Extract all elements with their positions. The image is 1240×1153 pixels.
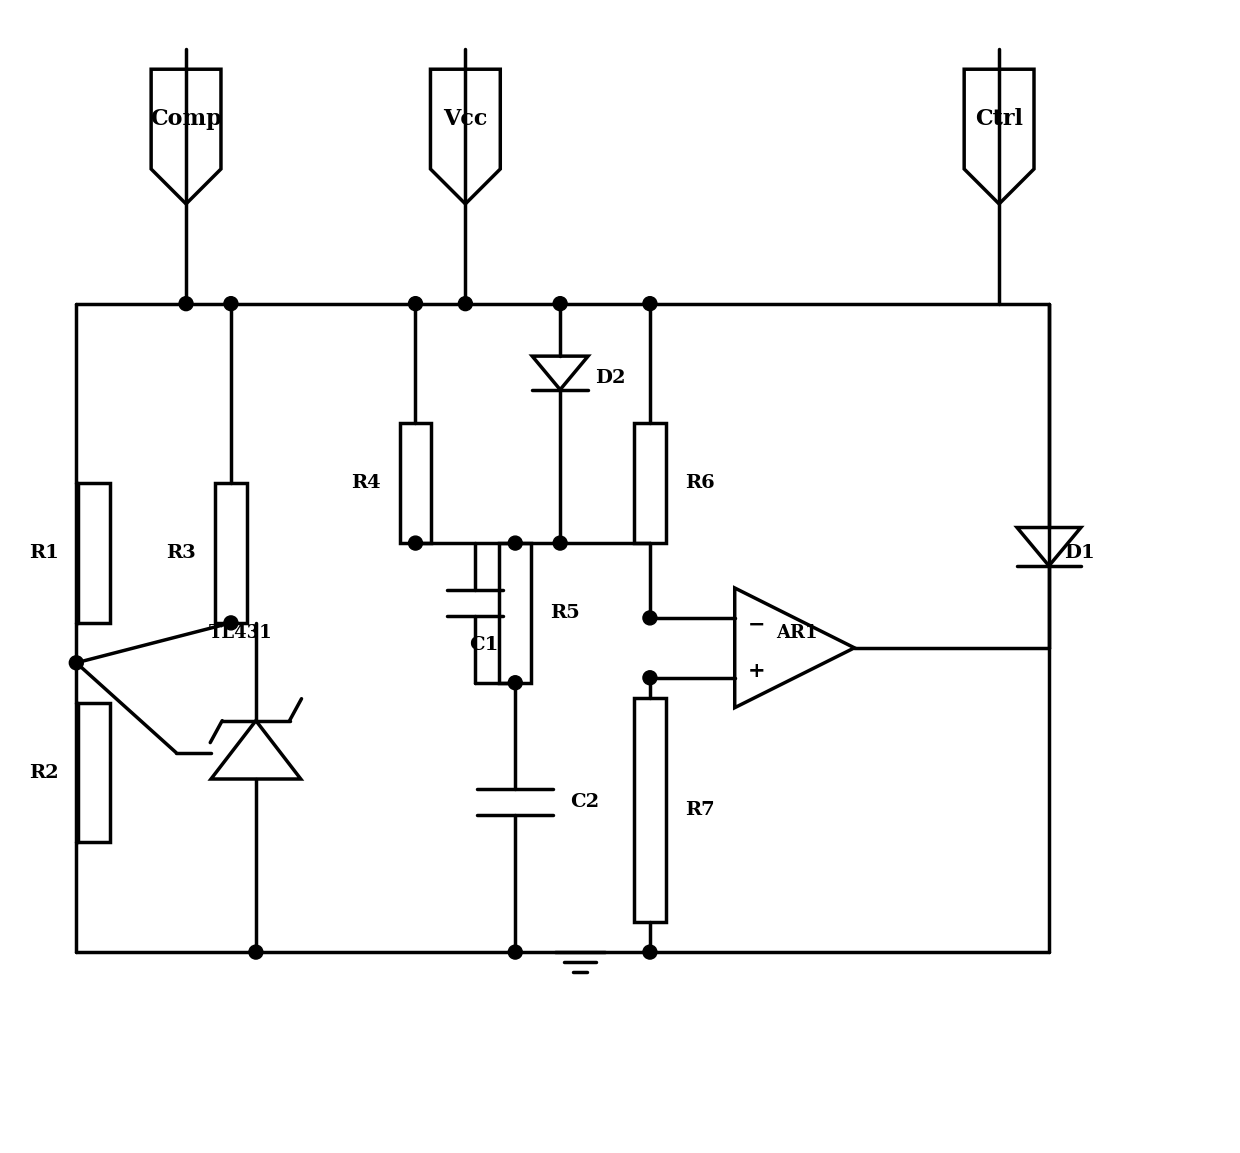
- Text: C2: C2: [570, 793, 599, 812]
- Text: C1: C1: [469, 635, 498, 654]
- Bar: [399, 423, 432, 543]
- Circle shape: [508, 945, 522, 959]
- Circle shape: [553, 536, 567, 550]
- Text: TL431: TL431: [210, 624, 273, 642]
- Text: Ctrl: Ctrl: [975, 108, 1023, 130]
- Text: +: +: [748, 661, 765, 680]
- Text: Vcc: Vcc: [443, 108, 487, 130]
- Text: R1: R1: [30, 544, 60, 562]
- Circle shape: [224, 296, 238, 310]
- Text: Comp: Comp: [150, 108, 222, 130]
- Circle shape: [644, 945, 657, 959]
- Circle shape: [224, 616, 238, 630]
- Text: AR1: AR1: [776, 624, 817, 642]
- Circle shape: [508, 676, 522, 689]
- Bar: [78, 483, 110, 623]
- Circle shape: [459, 296, 472, 310]
- Text: R7: R7: [684, 801, 714, 819]
- Text: D1: D1: [1064, 544, 1095, 562]
- Bar: [634, 698, 666, 922]
- Circle shape: [179, 296, 193, 310]
- Circle shape: [553, 296, 567, 310]
- Text: R2: R2: [30, 763, 60, 782]
- Text: −: −: [748, 615, 765, 635]
- Text: R4: R4: [351, 474, 381, 492]
- Text: R6: R6: [684, 474, 714, 492]
- Text: D2: D2: [595, 369, 625, 387]
- Circle shape: [508, 536, 522, 550]
- Bar: [78, 702, 110, 843]
- Bar: [215, 483, 247, 623]
- Bar: [500, 543, 531, 683]
- Circle shape: [644, 611, 657, 625]
- Circle shape: [644, 296, 657, 310]
- Bar: [634, 423, 666, 543]
- Circle shape: [644, 671, 657, 685]
- Circle shape: [249, 945, 263, 959]
- Text: R3: R3: [166, 544, 196, 562]
- Text: R5: R5: [551, 604, 580, 621]
- Circle shape: [408, 296, 423, 310]
- Circle shape: [408, 536, 423, 550]
- Circle shape: [69, 656, 83, 670]
